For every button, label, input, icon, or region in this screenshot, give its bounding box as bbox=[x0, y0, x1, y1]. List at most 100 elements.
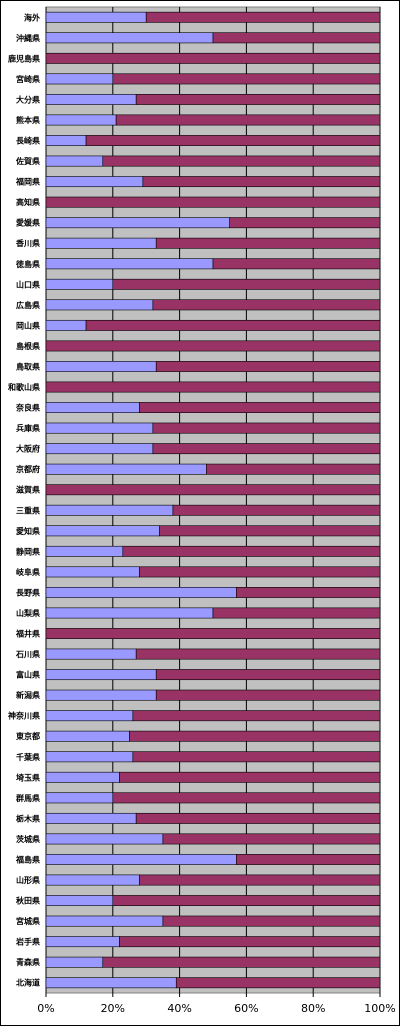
bar-segment-series-2 bbox=[152, 422, 381, 434]
bar-segment-series-1 bbox=[45, 463, 207, 475]
category-label: 岐阜県 bbox=[16, 567, 40, 577]
bar-segment-series-1 bbox=[45, 587, 237, 598]
bar-segment-series-1 bbox=[45, 669, 157, 681]
category-label: 愛知県 bbox=[16, 526, 40, 536]
bar-segment-series-2 bbox=[45, 381, 381, 393]
bar-segment-series-2 bbox=[102, 956, 381, 968]
bar-segment-series-2 bbox=[45, 196, 381, 208]
bar-segment-series-2 bbox=[212, 258, 381, 270]
bar-segment-series-1 bbox=[45, 299, 154, 311]
category-label: 長野県 bbox=[16, 587, 40, 597]
category-label: 熊本県 bbox=[16, 115, 40, 125]
bar-segment-series-2 bbox=[139, 566, 381, 578]
category-label: 佐賀県 bbox=[15, 156, 40, 166]
bar-segment-series-1 bbox=[45, 155, 104, 167]
category-label: 宮城県 bbox=[16, 916, 40, 926]
bar-segment-series-2 bbox=[229, 217, 381, 229]
category-label: 群馬県 bbox=[15, 793, 40, 803]
bar-segment-series-1 bbox=[45, 32, 214, 44]
bar-segment-series-2 bbox=[139, 402, 381, 413]
bar-segment-series-1 bbox=[45, 402, 140, 413]
bar-segment-series-1 bbox=[45, 176, 144, 188]
bar-segment-series-2 bbox=[132, 710, 381, 722]
category-label: 宮崎県 bbox=[16, 74, 40, 84]
category-label: 山形県 bbox=[16, 875, 40, 885]
bar-segment-series-1 bbox=[45, 689, 157, 701]
bar-segment-series-1 bbox=[45, 730, 130, 742]
category-label: 島根県 bbox=[16, 341, 40, 351]
category-label: 京都府 bbox=[16, 464, 40, 474]
bar-segment-series-1 bbox=[45, 792, 114, 804]
category-label: 岩手県 bbox=[15, 937, 40, 947]
bar-segment-series-2 bbox=[135, 94, 381, 105]
bar-segment-series-1 bbox=[45, 73, 114, 85]
bar-segment-series-1 bbox=[45, 874, 140, 886]
bar-segment-series-1 bbox=[45, 710, 134, 722]
category-label: 栃木県 bbox=[16, 813, 40, 823]
category-label: 徳島県 bbox=[15, 259, 40, 269]
bar-segment-series-2 bbox=[115, 114, 381, 126]
category-labels: 海外沖縄県鹿児島県宮崎県大分県熊本県長崎県佐賀県福岡県高知県愛媛県香川県徳島県山… bbox=[8, 12, 40, 987]
bar-segment-series-2 bbox=[152, 443, 381, 455]
bar-segment-series-2 bbox=[236, 854, 381, 865]
bar-segment-series-2 bbox=[162, 915, 381, 927]
bar-segment-series-2 bbox=[155, 669, 381, 681]
bar-segment-series-2 bbox=[135, 648, 381, 660]
x-tick-label: 40% bbox=[167, 1002, 191, 1015]
bar-segment-series-1 bbox=[45, 566, 140, 578]
category-label: 東京都 bbox=[16, 731, 40, 741]
bar-segment-series-2 bbox=[45, 628, 381, 639]
bar-segment-series-1 bbox=[45, 11, 147, 23]
bar-segment-series-1 bbox=[45, 258, 214, 270]
bar-segment-series-2 bbox=[112, 895, 381, 906]
bar-segment-series-2 bbox=[119, 771, 381, 783]
bar-segment-series-1 bbox=[45, 237, 157, 249]
bar-segment-series-1 bbox=[45, 751, 134, 763]
bar-segment-series-2 bbox=[122, 545, 381, 557]
category-label: 山梨県 bbox=[16, 608, 40, 618]
bar-segment-series-2 bbox=[45, 52, 381, 64]
category-label: 北海道 bbox=[16, 978, 40, 988]
category-label: 三重県 bbox=[16, 505, 40, 515]
category-label: 香川県 bbox=[15, 238, 40, 248]
bar-segment-series-1 bbox=[45, 422, 154, 434]
bar-segment-series-2 bbox=[155, 361, 381, 372]
bar-segment-series-2 bbox=[155, 689, 381, 701]
category-label: 和歌山県 bbox=[8, 382, 40, 392]
category-label: 愛媛県 bbox=[16, 218, 40, 228]
bar-segment-series-2 bbox=[112, 73, 381, 85]
bar-segment-series-1 bbox=[45, 812, 137, 824]
bar-segment-series-2 bbox=[162, 833, 381, 845]
x-tick-label: 100% bbox=[364, 1002, 395, 1015]
bar-segment-series-1 bbox=[45, 319, 87, 331]
category-label: 滋賀県 bbox=[16, 485, 40, 495]
bar-segment-series-1 bbox=[45, 504, 174, 516]
category-label: 新潟県 bbox=[16, 690, 40, 700]
bar-segment-series-1 bbox=[45, 135, 87, 146]
category-label: 茨城県 bbox=[16, 834, 40, 844]
bar-segment-series-2 bbox=[135, 812, 381, 824]
category-label: 神奈川県 bbox=[8, 711, 40, 721]
bar-segment-series-2 bbox=[112, 792, 381, 804]
bar-segment-series-2 bbox=[45, 340, 381, 352]
category-label: 福岡県 bbox=[15, 177, 40, 187]
category-label: 埼玉県 bbox=[16, 772, 40, 782]
category-label: 青森県 bbox=[16, 957, 40, 967]
bar-segment-series-1 bbox=[45, 525, 160, 537]
category-label: 岡山県 bbox=[16, 320, 40, 330]
category-label: 沖縄県 bbox=[16, 33, 40, 43]
bar-segment-series-1 bbox=[45, 936, 120, 948]
bar-segment-series-2 bbox=[212, 607, 381, 619]
category-label: 奈良県 bbox=[15, 403, 40, 413]
bar-segment-series-2 bbox=[132, 751, 381, 763]
bar-segment-series-1 bbox=[45, 854, 237, 865]
bar-segment-series-1 bbox=[45, 278, 114, 290]
category-label: 石川県 bbox=[15, 649, 40, 659]
category-label: 山口県 bbox=[16, 279, 40, 289]
x-tick-labels: 0% 20% 40% 60% 80% 100% bbox=[37, 1002, 395, 1015]
bar-segment-series-1 bbox=[45, 607, 214, 619]
bar-segment-series-1 bbox=[45, 956, 104, 968]
category-label: 富山県 bbox=[16, 670, 40, 680]
bar-segment-series-2 bbox=[139, 874, 381, 886]
category-label: 大阪府 bbox=[16, 444, 40, 454]
